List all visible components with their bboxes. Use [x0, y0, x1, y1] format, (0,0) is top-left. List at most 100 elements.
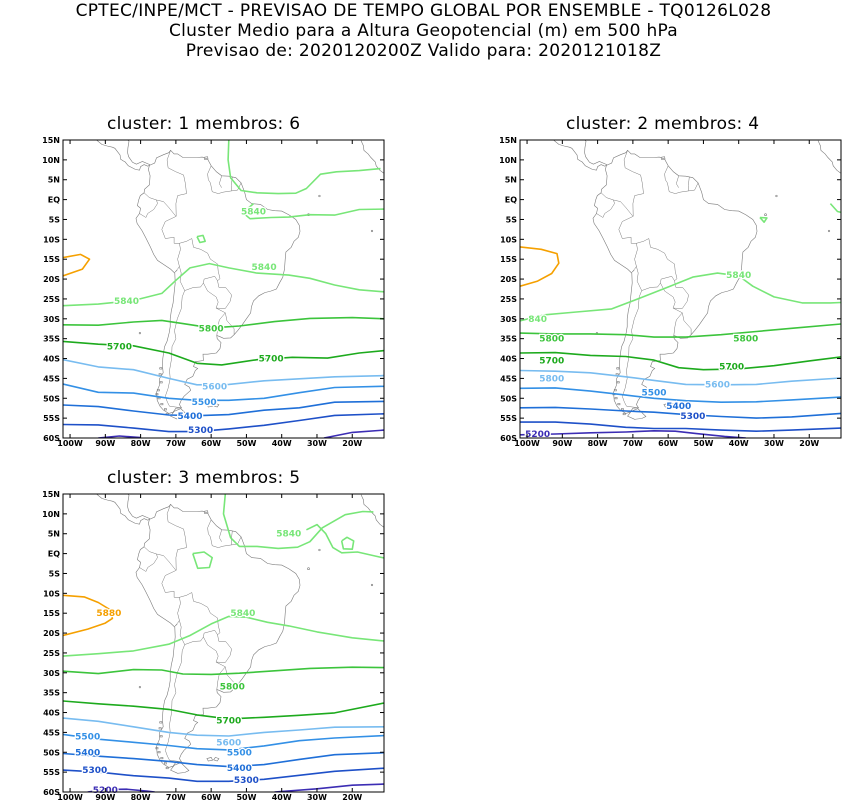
coastline-island	[163, 408, 167, 411]
header-line-3: Previsao de: 2020120200Z Valido para: 20…	[185, 41, 662, 61]
lon-tick-label: 70W	[166, 439, 186, 448]
country-border	[156, 553, 177, 571]
lat-tick-label: 15S	[43, 255, 60, 264]
country-border	[618, 195, 638, 273]
country-border	[215, 307, 235, 335]
lon-tick-label: 30W	[307, 439, 327, 448]
country-border	[613, 199, 634, 217]
coastline-island	[162, 475, 181, 483]
coastline-island	[186, 480, 191, 482]
contour-5500	[63, 383, 384, 402]
lat-tick-label: 10S	[43, 235, 60, 244]
contour-5700	[63, 340, 384, 366]
coastline-island	[318, 194, 321, 198]
coastline-island	[318, 548, 321, 552]
contour-label: 5800	[733, 335, 758, 345]
coastline-island	[643, 126, 648, 128]
coastline-island	[159, 721, 163, 724]
lon-tick-label: 30W	[764, 439, 784, 448]
contour-label: 5800	[539, 374, 564, 384]
lon-tick-label: 70W	[166, 793, 186, 802]
country-border	[623, 150, 644, 196]
lon-tick-label: 90W	[95, 439, 115, 448]
lat-tick-label: 35S	[500, 335, 517, 344]
contour-5200	[520, 430, 746, 438]
lon-tick-label: 40W	[272, 439, 292, 448]
country-border	[636, 238, 678, 281]
lon-tick-label: 20W	[342, 793, 362, 802]
coastline-falklands	[206, 403, 214, 408]
contour-label: 5600	[202, 382, 227, 392]
lon-tick-label: 100W	[514, 439, 540, 448]
country-border	[203, 280, 232, 309]
contour-5300	[63, 413, 384, 433]
country-border	[161, 195, 181, 273]
lon-tick-label: 40W	[729, 439, 749, 448]
lon-tick-label: 80W	[588, 439, 608, 448]
country-border	[631, 270, 635, 273]
contour-label: 840	[528, 315, 547, 325]
coastline-island	[775, 194, 778, 198]
country-border	[676, 175, 679, 188]
lat-tick-label: EQ	[48, 550, 60, 559]
coastline-layer	[96, 140, 384, 420]
contour-layer	[520, 203, 841, 438]
lat-tick-label: 5N	[48, 176, 60, 185]
country-border	[179, 592, 221, 635]
border-layer	[139, 504, 242, 763]
country-border	[636, 266, 675, 291]
contour-5500	[63, 733, 384, 751]
lon-tick-label: 50W	[236, 793, 256, 802]
contour-label: 5800	[199, 325, 224, 335]
lat-tick-label: 15N	[42, 136, 60, 145]
country-border	[664, 165, 699, 194]
lat-tick-label: 30S	[43, 315, 60, 324]
lat-tick-label: 10N	[42, 156, 60, 165]
contour-5600	[520, 369, 841, 386]
contour-label: 5400	[177, 412, 202, 422]
contour-label: 5700	[539, 357, 564, 367]
coastline-island	[165, 767, 169, 770]
contour-label: 5300	[188, 426, 213, 436]
coastline-falklands	[213, 403, 220, 408]
country-border	[156, 199, 177, 217]
contour-5880	[63, 253, 91, 277]
lat-tick-label: 15S	[500, 255, 517, 264]
contour-5400	[63, 751, 384, 768]
contour-5840	[242, 202, 384, 220]
lon-tick-label: 60W	[658, 439, 678, 448]
coastline-island	[605, 126, 611, 128]
lat-tick-label: 5S	[49, 569, 61, 578]
coastline-central-america	[553, 140, 608, 171]
lat-tick-label: 45S	[43, 728, 60, 737]
country-border	[165, 644, 185, 763]
contour-5840	[227, 140, 381, 195]
lat-tick-label: 35S	[43, 335, 60, 344]
lat-tick-label: 60S	[43, 788, 60, 797]
lon-tick-label: 90W	[95, 793, 115, 802]
country-border	[207, 165, 242, 194]
lon-tick-label: 80W	[131, 793, 151, 802]
contour-5840	[829, 203, 841, 214]
coastline-island	[204, 156, 209, 160]
coastline-africa	[360, 140, 384, 174]
contour-5840	[340, 536, 355, 550]
lon-tick-label: 20W	[799, 439, 819, 448]
panel-2-title: cluster: 2 membros: 4	[566, 114, 760, 134]
lat-tick-label: 10N	[499, 156, 517, 165]
lat-tick-label: 50S	[43, 748, 60, 757]
lat-tick-label: 5S	[49, 215, 61, 224]
contour-layer	[63, 494, 384, 792]
contour-5400	[520, 406, 841, 419]
lat-tick-label: 5S	[506, 215, 518, 224]
contour-5700	[63, 700, 384, 720]
border-layer	[596, 150, 699, 409]
lat-tick-label: 40S	[500, 355, 517, 364]
lat-tick-label: 55S	[43, 768, 60, 777]
lon-tick-label: 50W	[236, 439, 256, 448]
country-border	[179, 620, 218, 645]
coastline-island	[138, 686, 141, 689]
contour-label: 5840	[252, 263, 277, 273]
